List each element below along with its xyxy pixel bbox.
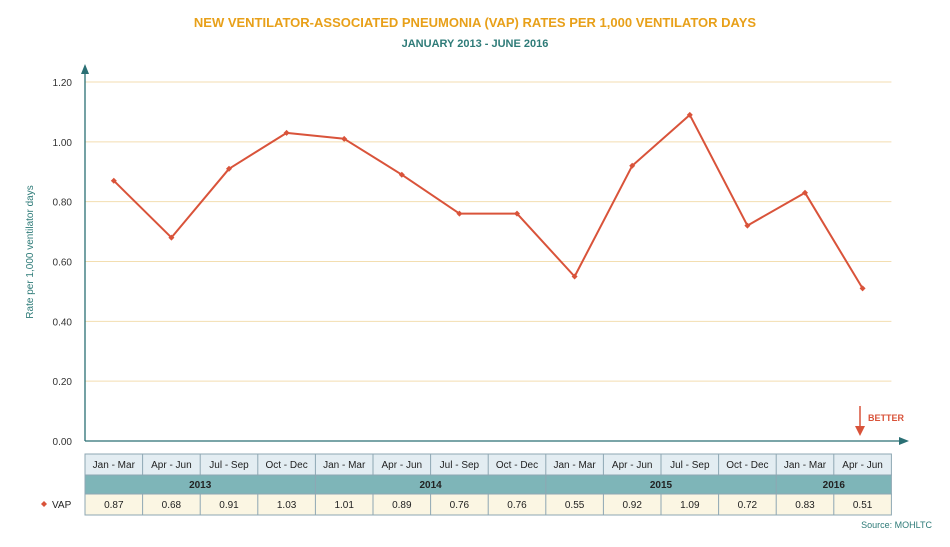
data-point bbox=[571, 273, 578, 280]
x-tick-label: Apr - Jun bbox=[382, 460, 423, 471]
data-point bbox=[398, 171, 405, 178]
y-axis-arrow-icon bbox=[81, 64, 89, 74]
series-vap bbox=[110, 111, 866, 292]
x-tick-label: Oct - Dec bbox=[726, 460, 768, 471]
x-tick-label: Apr - Jun bbox=[612, 460, 653, 471]
data-point bbox=[744, 222, 751, 229]
y-tick-labels: 0.00 0.20 0.40 0.60 0.80 1.00 1.20 bbox=[53, 78, 73, 448]
data-point bbox=[283, 129, 290, 136]
x-tick-label: Jan - Mar bbox=[323, 460, 366, 471]
axes bbox=[81, 64, 909, 445]
data-label: 0.76 bbox=[507, 500, 527, 511]
chart-title: NEW VENTILATOR-ASSOCIATED PNEUMONIA (VAP… bbox=[194, 15, 757, 30]
series-line-vap bbox=[113, 113, 864, 289]
y-tick-label: 0.00 bbox=[53, 437, 73, 448]
data-point bbox=[629, 162, 636, 169]
x-tick-label: Jul - Sep bbox=[670, 460, 710, 471]
data-point bbox=[514, 210, 520, 217]
x-tick-label: Apr - Jun bbox=[151, 460, 192, 471]
year-label: 2014 bbox=[419, 480, 442, 491]
better-label: BETTER bbox=[868, 413, 905, 423]
y-tick-label: 1.00 bbox=[53, 138, 73, 149]
data-label: 0.91 bbox=[219, 500, 239, 511]
data-label: 0.89 bbox=[392, 500, 412, 511]
legend-entry-vap: VAP bbox=[52, 500, 72, 511]
y-tick-label: 0.40 bbox=[53, 317, 73, 328]
y-tick-label: 1.20 bbox=[53, 78, 73, 89]
data-label: 1.01 bbox=[334, 500, 354, 511]
better-arrow-icon bbox=[855, 426, 865, 436]
data-point bbox=[226, 165, 232, 172]
x-tick-label: Jul - Sep bbox=[440, 460, 480, 471]
x-tick-label: Jan - Mar bbox=[784, 460, 827, 471]
data-table: Jan - Mar Apr - Jun Jul - Sep Oct - Dec Jan … bbox=[41, 453, 892, 516]
x-tick-label: Jan - Mar bbox=[93, 460, 136, 471]
data-label: 0.92 bbox=[622, 500, 642, 511]
data-label: 0.68 bbox=[162, 500, 182, 511]
data-label: 0.51 bbox=[853, 500, 873, 511]
data-label: 0.55 bbox=[565, 500, 585, 511]
data-point bbox=[686, 111, 693, 118]
grid-lines bbox=[85, 81, 892, 382]
x-axis-arrow-icon bbox=[899, 437, 909, 445]
y-axis-label: Rate per 1,000 ventilator days bbox=[25, 185, 36, 318]
year-label: 2016 bbox=[823, 480, 846, 491]
data-label: 0.76 bbox=[450, 500, 470, 511]
data-point bbox=[341, 135, 348, 142]
better-indicator: BETTER bbox=[855, 406, 905, 436]
y-tick-label: 0.60 bbox=[53, 258, 73, 269]
data-point bbox=[802, 189, 808, 196]
x-tick-label: Oct - Dec bbox=[496, 460, 538, 471]
data-point bbox=[859, 285, 866, 292]
y-tick-label: 0.80 bbox=[53, 198, 73, 209]
y-tick-label: 0.20 bbox=[53, 377, 73, 388]
x-tick-label: Oct - Dec bbox=[265, 460, 307, 471]
data-label: 0.72 bbox=[738, 500, 758, 511]
legend-marker-icon bbox=[41, 501, 47, 507]
data-label: 0.87 bbox=[104, 500, 124, 511]
data-label: 0.83 bbox=[795, 500, 815, 511]
year-label: 2015 bbox=[650, 480, 673, 491]
data-point bbox=[168, 234, 175, 241]
x-tick-label: Apr - Jun bbox=[842, 460, 883, 471]
x-tick-label: Jul - Sep bbox=[209, 460, 249, 471]
data-point bbox=[456, 210, 463, 217]
year-label: 2013 bbox=[189, 480, 212, 491]
data-label: 1.03 bbox=[277, 500, 297, 511]
source-note: Source: MOHLTC bbox=[861, 520, 932, 530]
x-tick-label: Jan - Mar bbox=[553, 460, 596, 471]
data-point bbox=[110, 177, 117, 184]
chart-subtitle: JANUARY 2013 - JUNE 2016 bbox=[402, 38, 549, 50]
data-label: 1.09 bbox=[680, 500, 700, 511]
